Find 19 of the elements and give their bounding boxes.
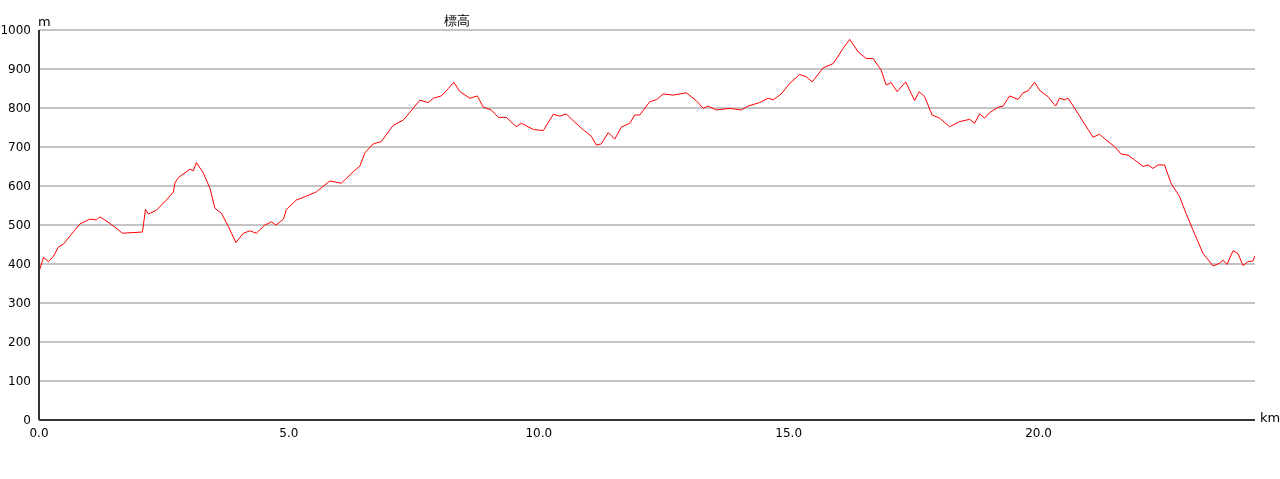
x-axis-title: km bbox=[1260, 410, 1280, 425]
y-tick-label: 500 bbox=[8, 218, 31, 233]
x-tick-label: 20.0 bbox=[1025, 425, 1052, 440]
y-tick-label: 600 bbox=[8, 179, 31, 194]
y-tick-label: 700 bbox=[8, 140, 31, 155]
x-tick-label: 0.0 bbox=[29, 425, 49, 440]
y-tick-label: 100 bbox=[8, 374, 31, 389]
y-tick-label: 200 bbox=[8, 335, 31, 350]
y-tick-label: 0 bbox=[23, 413, 31, 428]
x-tick-label: 10.0 bbox=[525, 425, 553, 440]
x-tick-label: 15.0 bbox=[775, 425, 803, 440]
x-tick-label: 5.0 bbox=[279, 425, 299, 440]
y-tick-label: 800 bbox=[8, 101, 31, 116]
y-tick-label: 300 bbox=[8, 296, 31, 311]
y-tick-label: 1000 bbox=[0, 23, 31, 38]
chart-title: 標高 bbox=[444, 12, 470, 30]
y-tick-label: 900 bbox=[8, 62, 31, 77]
y-tick-label: 400 bbox=[8, 257, 31, 272]
y-axis-title: m bbox=[38, 14, 51, 29]
